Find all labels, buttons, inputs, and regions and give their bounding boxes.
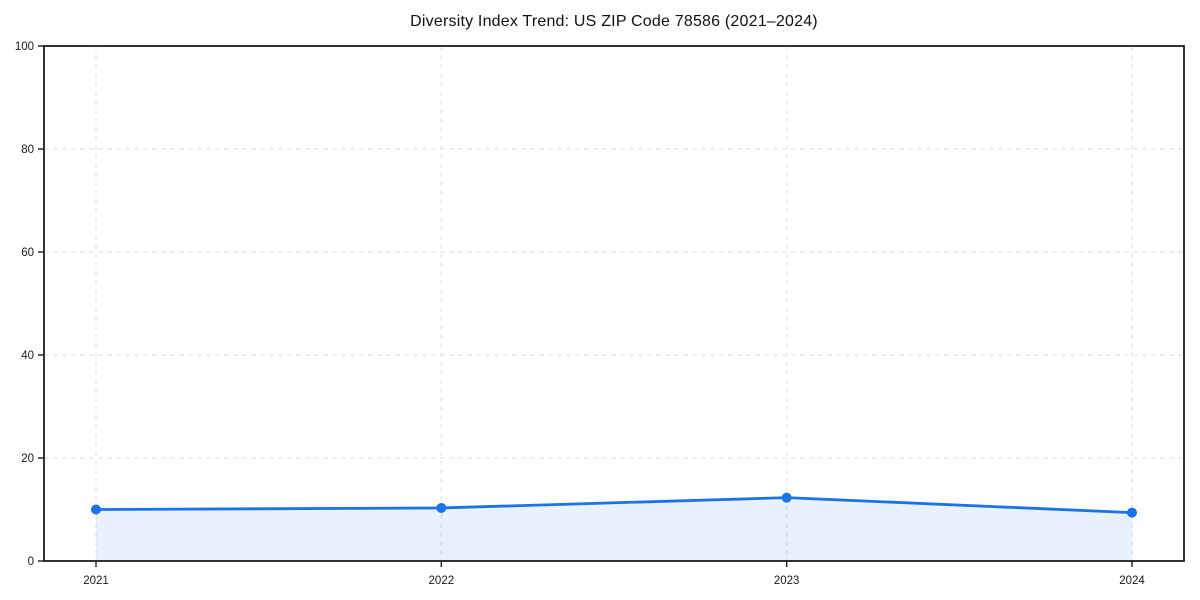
y-axis-labels: 0 20 40 60 80 100 [15,41,34,568]
gridlines [44,45,1184,561]
y-tick-label: 20 [21,453,34,465]
y-tick-label: 80 [21,144,34,156]
x-tick-label: 2024 [1119,575,1145,587]
axes-frame [43,45,1185,562]
y-tick-label: 0 [28,556,34,568]
x-axis-labels: 2021 2022 2023 2024 [83,575,1145,587]
chart-title: Diversity Index Trend: US ZIP Code 78586… [410,13,818,30]
x-tick-label: 2023 [774,575,800,587]
y-tick-label: 100 [15,41,34,53]
data-point-markers [91,492,1137,518]
y-tick-label: 40 [21,350,34,362]
x-tick-label: 2021 [83,575,109,587]
y-axis-ticks [38,45,44,562]
data-point-2023 [781,492,792,503]
data-point-2024 [1127,507,1137,518]
y-tick-label: 60 [21,247,34,259]
trend-line [94,496,1134,514]
data-point-2022 [436,502,447,513]
area-fill [96,497,1132,561]
x-tick-label: 2022 [429,575,455,587]
data-point-2021 [91,504,101,515]
x-axis-ticks [95,561,1133,567]
